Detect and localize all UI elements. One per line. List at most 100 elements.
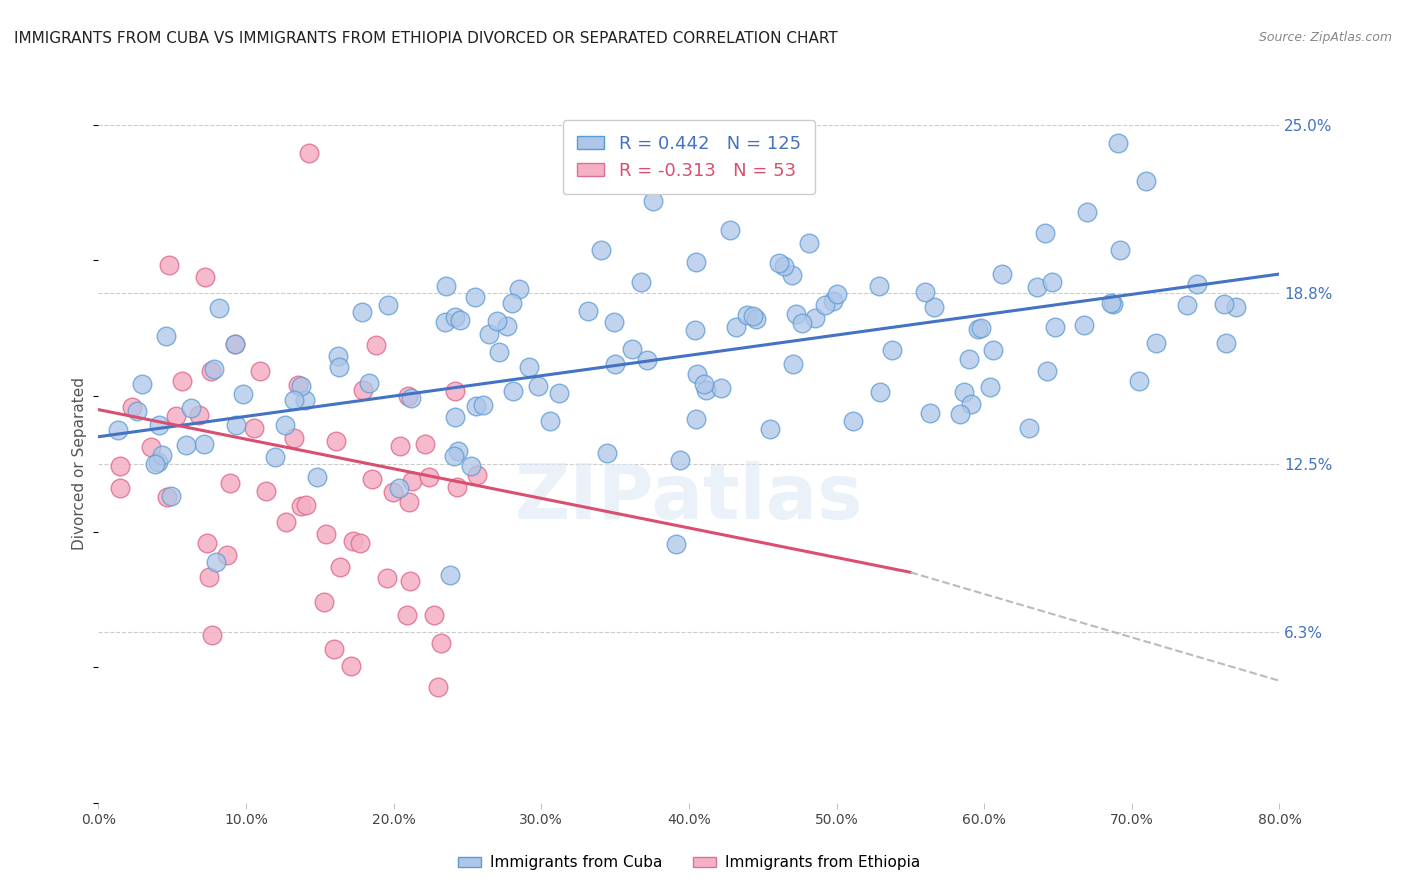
Point <box>960 397 983 411</box>
Point <box>449 313 471 327</box>
Point <box>121 400 143 414</box>
Point <box>526 379 548 393</box>
Text: ZIPatlas: ZIPatlas <box>515 461 863 534</box>
Point <box>918 406 941 420</box>
Point <box>201 627 224 641</box>
Point <box>352 384 374 398</box>
Point <box>1099 296 1122 310</box>
Point <box>693 377 716 392</box>
Point <box>329 560 352 574</box>
Point <box>225 418 247 433</box>
Point <box>685 412 707 426</box>
Point <box>735 308 758 322</box>
Point <box>790 317 813 331</box>
Point <box>782 357 804 371</box>
Point <box>423 608 446 623</box>
Point <box>981 343 1004 357</box>
Point <box>686 367 709 381</box>
Point <box>685 255 707 269</box>
Point <box>396 608 419 623</box>
Point <box>131 376 153 391</box>
Point <box>366 338 388 352</box>
Point <box>388 481 411 495</box>
Point <box>464 290 486 304</box>
Point <box>377 298 399 312</box>
Point <box>576 304 599 318</box>
Point <box>1109 243 1132 257</box>
Point <box>232 387 254 401</box>
Point <box>1135 174 1157 188</box>
Point <box>108 458 131 473</box>
Point <box>1043 319 1066 334</box>
Point <box>444 410 467 425</box>
Point <box>922 300 945 314</box>
Point <box>1212 297 1234 311</box>
Point <box>538 414 561 428</box>
Point <box>1185 277 1208 291</box>
Point <box>882 343 904 357</box>
Point <box>434 278 457 293</box>
Point <box>979 380 1001 394</box>
Point <box>312 595 335 609</box>
Point <box>517 359 540 374</box>
Point <box>1035 364 1057 378</box>
Point <box>710 381 733 395</box>
Point <box>439 568 461 582</box>
Point <box>224 337 246 351</box>
Point <box>1215 336 1237 351</box>
Point <box>643 194 665 208</box>
Point <box>382 484 405 499</box>
Point <box>501 296 523 310</box>
Point <box>430 636 453 650</box>
Point <box>548 386 571 401</box>
Point <box>148 417 170 432</box>
Point <box>841 414 863 428</box>
Point <box>768 256 790 270</box>
Point <box>427 680 450 694</box>
Point <box>472 398 495 412</box>
Point <box>108 481 131 495</box>
Point <box>595 446 617 460</box>
Point <box>773 259 796 273</box>
Point <box>1146 336 1168 351</box>
Point <box>360 472 382 486</box>
Point <box>294 393 316 408</box>
Point <box>447 443 470 458</box>
Point <box>146 455 169 469</box>
Point <box>669 452 692 467</box>
Point <box>636 352 658 367</box>
Text: Source: ZipAtlas.com: Source: ZipAtlas.com <box>1258 31 1392 45</box>
Point <box>159 489 181 503</box>
Point <box>488 345 510 359</box>
Point <box>342 533 364 548</box>
Point <box>155 328 177 343</box>
Point <box>949 407 972 421</box>
Point <box>620 343 643 357</box>
Point <box>298 146 321 161</box>
Point <box>399 574 422 588</box>
Point <box>141 440 163 454</box>
Point <box>219 475 242 490</box>
Point <box>283 431 305 445</box>
Point <box>170 374 193 388</box>
Point <box>107 423 129 437</box>
Point <box>180 401 202 415</box>
Point <box>398 495 420 509</box>
Point <box>357 376 380 391</box>
Point <box>283 392 305 407</box>
Y-axis label: Divorced or Separated: Divorced or Separated <box>72 377 87 550</box>
Point <box>695 384 717 398</box>
Point <box>1033 226 1056 240</box>
Point <box>914 285 936 299</box>
Point <box>591 243 613 257</box>
Point <box>165 409 187 424</box>
Point <box>150 448 173 462</box>
Point <box>217 548 239 562</box>
Point <box>263 450 285 464</box>
Point <box>195 536 218 550</box>
Point <box>325 434 347 449</box>
Point <box>742 309 765 323</box>
Point <box>418 470 440 484</box>
Point <box>143 457 166 471</box>
Point <box>224 337 246 351</box>
